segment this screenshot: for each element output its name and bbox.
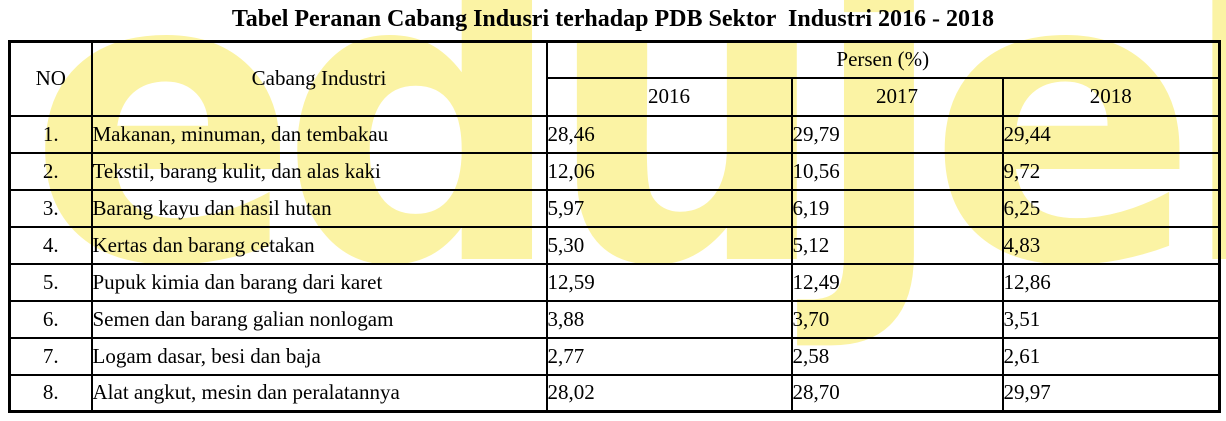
table-row: 7. Logam dasar, besi dan baja 2,77 2,58 … xyxy=(8,336,1221,376)
value-cell-2018: 6,25 xyxy=(1001,188,1221,228)
industry-cell: Pupuk kimia dan barang dari karet xyxy=(90,262,548,302)
table-row: 5. Pupuk kimia dan barang dari karet 12,… xyxy=(8,262,1221,302)
value-cell-2017: 28,70 xyxy=(790,373,1004,413)
value-cell-2018: 9,72 xyxy=(1001,151,1221,191)
row-number-cell: 4. xyxy=(8,225,93,265)
value-cell-2017: 5,12 xyxy=(790,225,1004,265)
value-cell-2016: 3,88 xyxy=(545,299,793,339)
row-number-cell: 3. xyxy=(8,188,93,228)
col-header-2016: 2016 xyxy=(545,76,793,117)
row-number-cell: 2. xyxy=(8,151,93,191)
industry-cell: Tekstil, barang kulit, dan alas kaki xyxy=(90,151,548,191)
value-cell-2018: 2,61 xyxy=(1001,336,1221,376)
table-row: 1. Makanan, minuman, dan tembakau 28,46 … xyxy=(8,114,1221,154)
industry-share-table: NO Cabang Industri Persen (%) 2016 2017 … xyxy=(8,40,1222,413)
industry-cell: Kertas dan barang cetakan xyxy=(90,225,548,265)
value-cell-2016: 5,97 xyxy=(545,188,793,228)
industry-cell: Makanan, minuman, dan tembakau xyxy=(90,114,548,154)
industry-cell: Barang kayu dan hasil hutan xyxy=(90,188,548,228)
value-cell-2016: 12,06 xyxy=(545,151,793,191)
industry-cell: Alat angkut, mesin dan peralatannya xyxy=(90,373,548,413)
industry-cell: Semen dan barang galian nonlogam xyxy=(90,299,548,339)
col-header-no: NO xyxy=(8,40,93,117)
row-number-cell: 6. xyxy=(8,299,93,339)
value-cell-2018: 29,97 xyxy=(1001,373,1221,413)
value-cell-2017: 10,56 xyxy=(790,151,1004,191)
col-header-industry: Cabang Industri xyxy=(90,40,548,117)
table-row: 8. Alat angkut, mesin dan peralatannya 2… xyxy=(8,373,1221,413)
value-cell-2016: 28,02 xyxy=(545,373,793,413)
row-number-cell: 8. xyxy=(8,373,93,413)
value-cell-2017: 3,70 xyxy=(790,299,1004,339)
value-cell-2017: 6,19 xyxy=(790,188,1004,228)
industry-cell: Logam dasar, besi dan baja xyxy=(90,336,548,376)
value-cell-2016: 2,77 xyxy=(545,336,793,376)
header-row-group: NO Cabang Industri Persen (%) xyxy=(8,40,1221,117)
table-row: 6. Semen dan barang galian nonlogam 3,88… xyxy=(8,299,1221,339)
table-row: 3. Barang kayu dan hasil hutan 5,97 6,19… xyxy=(8,188,1221,228)
row-number-cell: 5. xyxy=(8,262,93,302)
value-cell-2016: 12,59 xyxy=(545,262,793,302)
row-number-cell: 7. xyxy=(8,336,93,376)
header-row-years: 2016 2017 2018 xyxy=(10,76,1221,117)
value-cell-2017: 29,79 xyxy=(790,114,1004,154)
row-number-cell: 1. xyxy=(8,114,93,154)
table-row: 4. Kertas dan barang cetakan 5,30 5,12 4… xyxy=(8,225,1221,265)
col-header-2017: 2017 xyxy=(790,76,1004,117)
col-header-2018: 2018 xyxy=(1001,76,1221,117)
value-cell-2018: 29,44 xyxy=(1001,114,1221,154)
value-cell-2016: 28,46 xyxy=(545,114,793,154)
col-header-persen: Persen (%) xyxy=(545,40,1221,79)
value-cell-2018: 3,51 xyxy=(1001,299,1221,339)
value-cell-2017: 12,49 xyxy=(790,262,1004,302)
value-cell-2016: 5,30 xyxy=(545,225,793,265)
value-cell-2017: 2,58 xyxy=(790,336,1004,376)
value-cell-2018: 12,86 xyxy=(1001,262,1221,302)
table-row: 2. Tekstil, barang kulit, dan alas kaki … xyxy=(8,151,1221,191)
page-title: Tabel Peranan Cabang Indusri terhadap PD… xyxy=(231,6,995,32)
value-cell-2018: 4,83 xyxy=(1001,225,1221,265)
